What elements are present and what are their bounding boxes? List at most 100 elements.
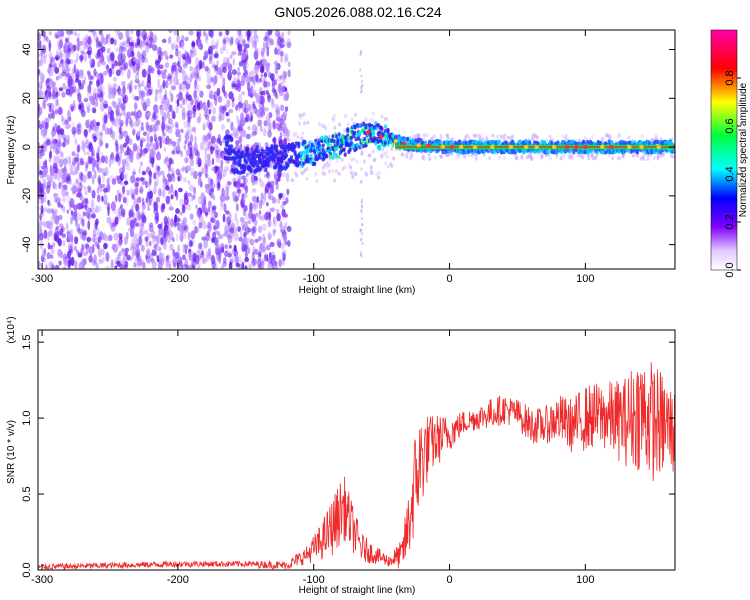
band-noise-cell (325, 160, 329, 165)
band-noise-cell (371, 111, 375, 116)
noise-cell (215, 59, 220, 66)
noise-cell (261, 260, 264, 266)
noise-cell (52, 233, 56, 242)
noise-cell (96, 187, 100, 195)
noise-cell (231, 163, 235, 170)
noise-cell (104, 155, 108, 165)
noise-cell (87, 118, 91, 124)
band-noise-cell (568, 155, 572, 160)
noise-cell (131, 250, 134, 260)
noise-cell (96, 121, 100, 127)
noise-cell (257, 212, 261, 220)
band-noise-cell (364, 117, 368, 122)
noise-cell (250, 131, 256, 137)
noise-cell (79, 157, 84, 163)
band-noise-cell (305, 176, 309, 181)
noise-cell (223, 203, 227, 213)
noise-cell (100, 85, 106, 91)
noise-cell (281, 172, 287, 178)
streak-cell (360, 204, 363, 208)
noise-cell (246, 133, 251, 140)
ridge-peak-cell (564, 145, 570, 150)
noise-cell (228, 71, 233, 76)
band-noise-cell (377, 175, 381, 180)
noise-cell (113, 243, 118, 253)
noise-cell (149, 30, 153, 38)
noise-cell (182, 243, 186, 254)
noise-cell (111, 67, 115, 75)
noise-cell (77, 79, 82, 86)
ridge-cell (335, 134, 339, 139)
noise-cell (165, 232, 170, 237)
ridge-cell (249, 167, 253, 172)
noise-cell (138, 258, 144, 266)
noise-cell (38, 232, 41, 242)
noise-cell (60, 58, 64, 65)
noise-cell (176, 215, 180, 222)
noise-cell (197, 157, 202, 168)
noise-cell (102, 90, 105, 96)
noise-cell (282, 131, 287, 137)
noise-cell (254, 47, 259, 55)
band-noise-cell (520, 154, 524, 159)
noise-cell (60, 128, 65, 136)
noise-cell (117, 112, 123, 117)
noise-cell (282, 252, 286, 262)
noise-cell (276, 213, 281, 222)
noise-cell (210, 115, 214, 123)
band-noise-cell (428, 157, 432, 162)
noise-cell (103, 166, 109, 177)
noise-cell (186, 110, 191, 118)
noise-cell (107, 206, 110, 217)
streak-cell (360, 89, 363, 93)
noise-cell (126, 189, 130, 196)
noise-cell (171, 150, 176, 155)
noise-cell (84, 165, 89, 172)
noise-cell (134, 256, 139, 262)
band-noise-cell (410, 153, 414, 158)
band-noise-cell (509, 136, 513, 141)
noise-cell (153, 201, 157, 210)
y-tick-label: 0 (21, 144, 33, 150)
ridge-cell (330, 138, 334, 143)
noise-cell (87, 53, 91, 59)
noise-cell (38, 179, 41, 189)
ridge-peak-cell (459, 145, 464, 150)
noise-cell (207, 247, 212, 257)
noise-cell (130, 242, 134, 250)
noise-cell (266, 230, 272, 241)
noise-cell (83, 151, 89, 156)
noise-cell (280, 243, 285, 250)
noise-cell (157, 170, 161, 177)
band-noise-cell (499, 134, 503, 139)
noise-cell (93, 135, 97, 143)
noise-cell (40, 165, 46, 170)
noise-cell (76, 160, 82, 166)
noise-cell (182, 227, 187, 237)
noise-cell (113, 232, 119, 241)
noise-cell (48, 261, 54, 269)
noise-cell (262, 233, 266, 243)
band-noise-cell (616, 156, 620, 161)
noise-cell (211, 209, 217, 214)
noise-cell (236, 71, 241, 76)
noise-cell (110, 125, 113, 134)
x-tick-label: -200 (167, 273, 189, 285)
noise-cell (166, 139, 171, 145)
noise-cell (243, 244, 248, 252)
noise-cell (87, 36, 92, 46)
noise-cell (213, 53, 219, 59)
noise-cell (78, 104, 82, 111)
noise-cell (251, 177, 255, 187)
noise-cell (78, 99, 83, 109)
noise-cell (96, 194, 101, 203)
snr-frame (37, 329, 676, 571)
noise-cell (228, 91, 234, 100)
noise-cell (205, 171, 208, 179)
noise-cell (117, 97, 122, 104)
noise-cell (45, 79, 49, 85)
noise-cell (212, 115, 217, 122)
noise-cell (147, 43, 153, 48)
noise-cell (142, 262, 147, 269)
